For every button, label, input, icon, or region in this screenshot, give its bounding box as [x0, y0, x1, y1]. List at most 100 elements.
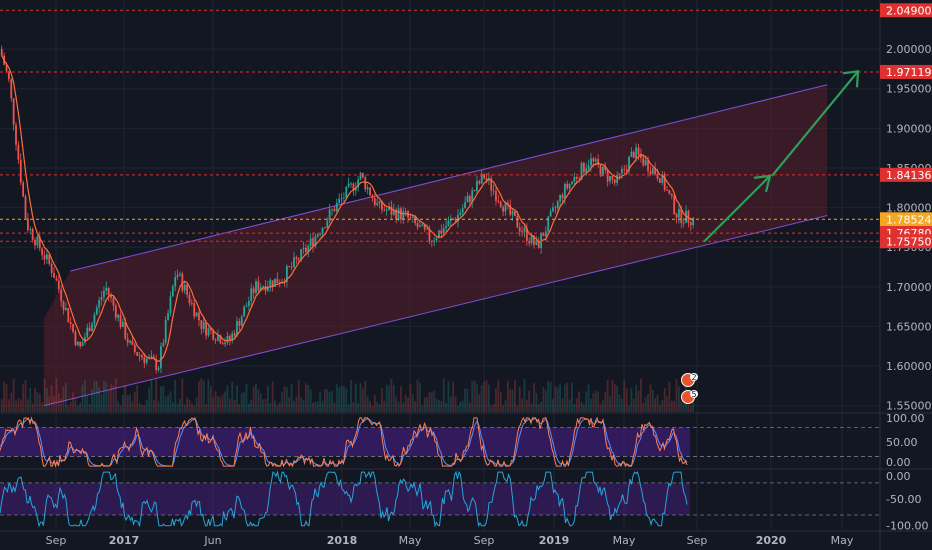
volume-bar [34, 387, 36, 412]
candle-body [53, 272, 55, 278]
candle-body [181, 273, 184, 291]
candle-body [247, 301, 250, 306]
candle-body [383, 209, 386, 211]
candle-body [326, 220, 329, 228]
volume-bar [24, 380, 27, 412]
candle-body [604, 166, 607, 171]
candle-body [240, 316, 243, 326]
candle-body [304, 247, 307, 252]
candle-body [357, 179, 360, 188]
oscillator-1-pane [0, 416, 880, 468]
volume-bar [133, 391, 136, 412]
osc1-tick-label: 0.00 [886, 456, 911, 469]
volume-bar [642, 402, 645, 412]
volume-bar [359, 383, 362, 412]
volume-bar [12, 378, 15, 412]
candle-body [549, 211, 552, 217]
volume-bar [397, 401, 400, 412]
volume-bar [179, 399, 181, 412]
ma-line [1, 55, 694, 363]
candle-body [238, 321, 241, 326]
candle-body [255, 281, 257, 293]
candle-body [635, 147, 638, 158]
volume-bar [181, 378, 184, 412]
time-tick-label: 2019 [539, 534, 570, 547]
candle-body [169, 296, 172, 313]
candle-body [179, 273, 181, 276]
candle-body [26, 218, 29, 230]
volume-bar [212, 396, 215, 412]
volume-bar [544, 390, 547, 412]
time-tick-label: Sep [474, 534, 495, 547]
candle-body [390, 206, 393, 215]
volume-bar [540, 401, 543, 412]
volume-bar [160, 386, 162, 412]
volume-bar [402, 402, 405, 412]
volume-bar [98, 387, 101, 412]
candle-body [680, 208, 683, 224]
volume-bar [554, 386, 557, 412]
volume-bar [319, 392, 322, 412]
volume-bar [7, 399, 10, 412]
time-tick-label: Jun [203, 534, 221, 547]
candle-body [60, 289, 63, 302]
candle-body [518, 227, 521, 232]
volume-bar [516, 405, 519, 412]
candle-body [221, 343, 224, 345]
volume-bar [661, 400, 664, 412]
price-tag-label: 1.97119 [886, 66, 932, 79]
candle-body [454, 219, 457, 222]
candle-body [445, 226, 447, 229]
volume-bar [381, 388, 383, 412]
volume-bar [19, 399, 22, 412]
volume-bar [271, 381, 274, 412]
volume-bar [442, 378, 445, 412]
volume-bar [480, 384, 483, 412]
candle-body [124, 321, 127, 339]
candle-body [452, 219, 455, 220]
volume-bar [644, 397, 647, 412]
candle-body [65, 308, 67, 310]
volume-bar [93, 380, 96, 412]
candle-body [309, 238, 312, 246]
candle-body [640, 154, 642, 158]
candle-body [416, 223, 419, 228]
volume-bar [110, 384, 112, 412]
candle-body [601, 166, 604, 176]
volume-bar [468, 402, 471, 412]
candle-body [556, 201, 559, 209]
candle-body [402, 211, 405, 220]
candle-body [331, 209, 333, 211]
volume-bar [604, 391, 607, 412]
candle-body [252, 288, 255, 293]
volume-bar [81, 384, 84, 412]
channel-upper-line [70, 84, 828, 272]
candle-body [476, 181, 478, 192]
candle-body [31, 228, 34, 240]
candle-body [575, 176, 578, 179]
candle-body [590, 158, 592, 166]
candle-body [630, 151, 633, 157]
volume-bar [559, 384, 562, 412]
volume-bar [48, 395, 51, 412]
volume-bar [338, 387, 341, 412]
volume-bar [385, 384, 388, 412]
volume-bar [257, 389, 260, 412]
time-tick-label: May [399, 534, 422, 547]
candle-body [473, 190, 476, 192]
candle-body [17, 144, 20, 160]
volume-bar [571, 382, 573, 412]
candle-body [81, 342, 84, 347]
time-tick-label: 2017 [109, 534, 140, 547]
candle-body [190, 302, 193, 304]
candle-body [670, 194, 673, 196]
candle-body [103, 290, 105, 298]
candle-body [24, 196, 27, 219]
volume-bar [114, 378, 117, 412]
candle-body [129, 340, 131, 343]
candle-body [91, 323, 93, 332]
volume-bar [17, 398, 20, 412]
volume-bar [281, 392, 284, 412]
volume-bar [55, 378, 58, 412]
time-tick-label: Sep [46, 534, 67, 547]
